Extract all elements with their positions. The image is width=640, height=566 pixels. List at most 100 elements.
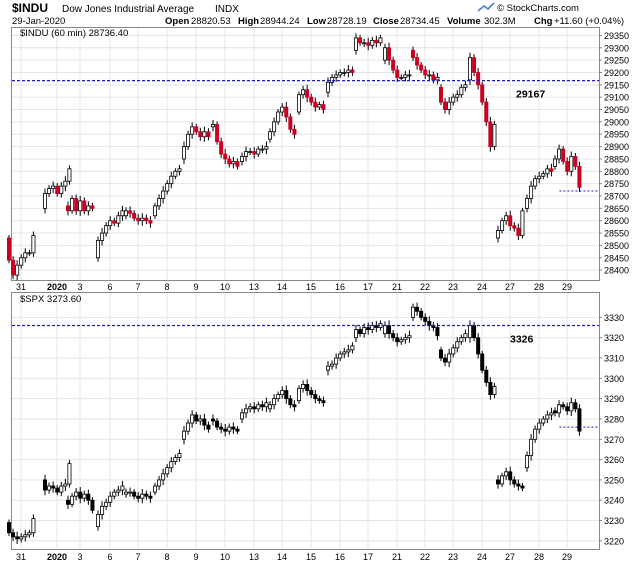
candle-body (565, 406, 570, 412)
y-tick-label: 29100 (604, 93, 629, 103)
candle-body (124, 491, 129, 495)
candle-body (346, 69, 351, 73)
candle-body (495, 230, 500, 239)
candle-body (252, 151, 257, 155)
candle-body (244, 408, 249, 414)
candle-body (525, 455, 530, 469)
candle-body (27, 532, 32, 536)
candle-body (455, 341, 460, 349)
y-tick-label: 3260 (604, 455, 624, 465)
candle-body (264, 146, 269, 150)
candle-body (173, 170, 178, 177)
open-label: Open (165, 16, 189, 27)
low-value: 28728.19 (327, 16, 367, 27)
candle-body (55, 185, 60, 194)
volume-value: 302.3M (484, 16, 516, 27)
candle-body (267, 131, 272, 140)
candle-body (403, 337, 408, 341)
y-tick-label: 28400 (604, 266, 629, 276)
candle-body (227, 158, 232, 165)
candle-body (190, 414, 195, 424)
candle-body (116, 489, 121, 493)
x-tick-label: 7 (135, 282, 140, 292)
candle-body (557, 404, 562, 414)
candle-body (382, 47, 387, 61)
candle-body (427, 321, 432, 326)
candle-body (186, 422, 191, 432)
candle-body (104, 501, 109, 507)
header-date: 29-Jan-2020 (12, 16, 65, 27)
x-tick-label: 2020 (47, 282, 67, 292)
candle-body (484, 369, 489, 383)
candle-body (31, 518, 36, 534)
candle-body (161, 190, 166, 199)
x-tick-label: 10 (220, 282, 230, 292)
x-tick-label: 22 (420, 282, 430, 292)
y-tick-label: 29300 (604, 43, 629, 53)
candle-body (128, 210, 133, 214)
candle-body (31, 235, 36, 254)
candle-body (500, 475, 505, 485)
candle-body (569, 402, 574, 412)
candle-body (451, 347, 456, 355)
candle-body (157, 198, 162, 207)
y-tick-label: 3300 (604, 374, 624, 384)
index-name: Dow Jones Industrial Average (62, 4, 195, 15)
candle-body (577, 165, 582, 188)
x-tick-label: 22 (420, 552, 430, 562)
candle-body (472, 57, 477, 73)
candle-body (74, 491, 79, 497)
candle-body (27, 252, 32, 255)
candle-body (288, 116, 293, 130)
y-tick-label: 3240 (604, 496, 624, 506)
candle-body (96, 514, 101, 528)
candle-body (342, 72, 347, 74)
candle-body (374, 325, 379, 328)
candle-body (23, 534, 28, 538)
candle-body (7, 237, 12, 261)
candle-body (66, 205, 71, 212)
candle-body (157, 479, 162, 487)
y-tick-label: 29050 (604, 105, 629, 115)
candle-body (86, 493, 91, 501)
candle-body (124, 210, 129, 217)
candle-body (227, 426, 232, 432)
x-tick-label: 8 (164, 552, 169, 562)
indu-y-axis: 28400 28450 28500 28550 28600 28650 28700 28750… (599, 31, 629, 276)
candle-body (284, 106, 289, 118)
candle-body (529, 185, 534, 199)
y-tick-label: 29150 (604, 80, 629, 90)
y-tick-label: 3320 (604, 333, 624, 343)
candle-body (86, 205, 91, 212)
candle-body (472, 325, 477, 339)
candle-body (47, 485, 52, 491)
candle-body (244, 151, 249, 157)
close-value: 28734.45 (400, 16, 440, 27)
candle-body (374, 39, 379, 44)
candle-body (231, 426, 236, 430)
candle-body (338, 72, 343, 76)
candle-body (561, 404, 566, 408)
reference-line-label: 29167 (516, 89, 545, 101)
candle-body (330, 77, 335, 83)
candle-body (447, 353, 452, 363)
candle-body (508, 471, 513, 481)
candle-body (350, 345, 355, 351)
candle-body (144, 217, 149, 222)
candle-body (334, 74, 339, 78)
candle-body (55, 487, 60, 493)
candle-body (488, 121, 493, 147)
candle-body (148, 495, 153, 499)
candle-body (504, 215, 509, 222)
candle-body (541, 173, 546, 177)
candle-body (202, 131, 207, 138)
x-tick-label: 24 (477, 552, 487, 562)
candle-body (480, 84, 485, 103)
candle-body (362, 327, 367, 335)
spx-reference-line: 3326 (12, 324, 599, 428)
candle-body (492, 386, 497, 395)
x-tick-label: 7 (135, 552, 140, 562)
candle-body (7, 522, 12, 534)
candle-body (325, 365, 330, 371)
candle-body (362, 42, 367, 45)
